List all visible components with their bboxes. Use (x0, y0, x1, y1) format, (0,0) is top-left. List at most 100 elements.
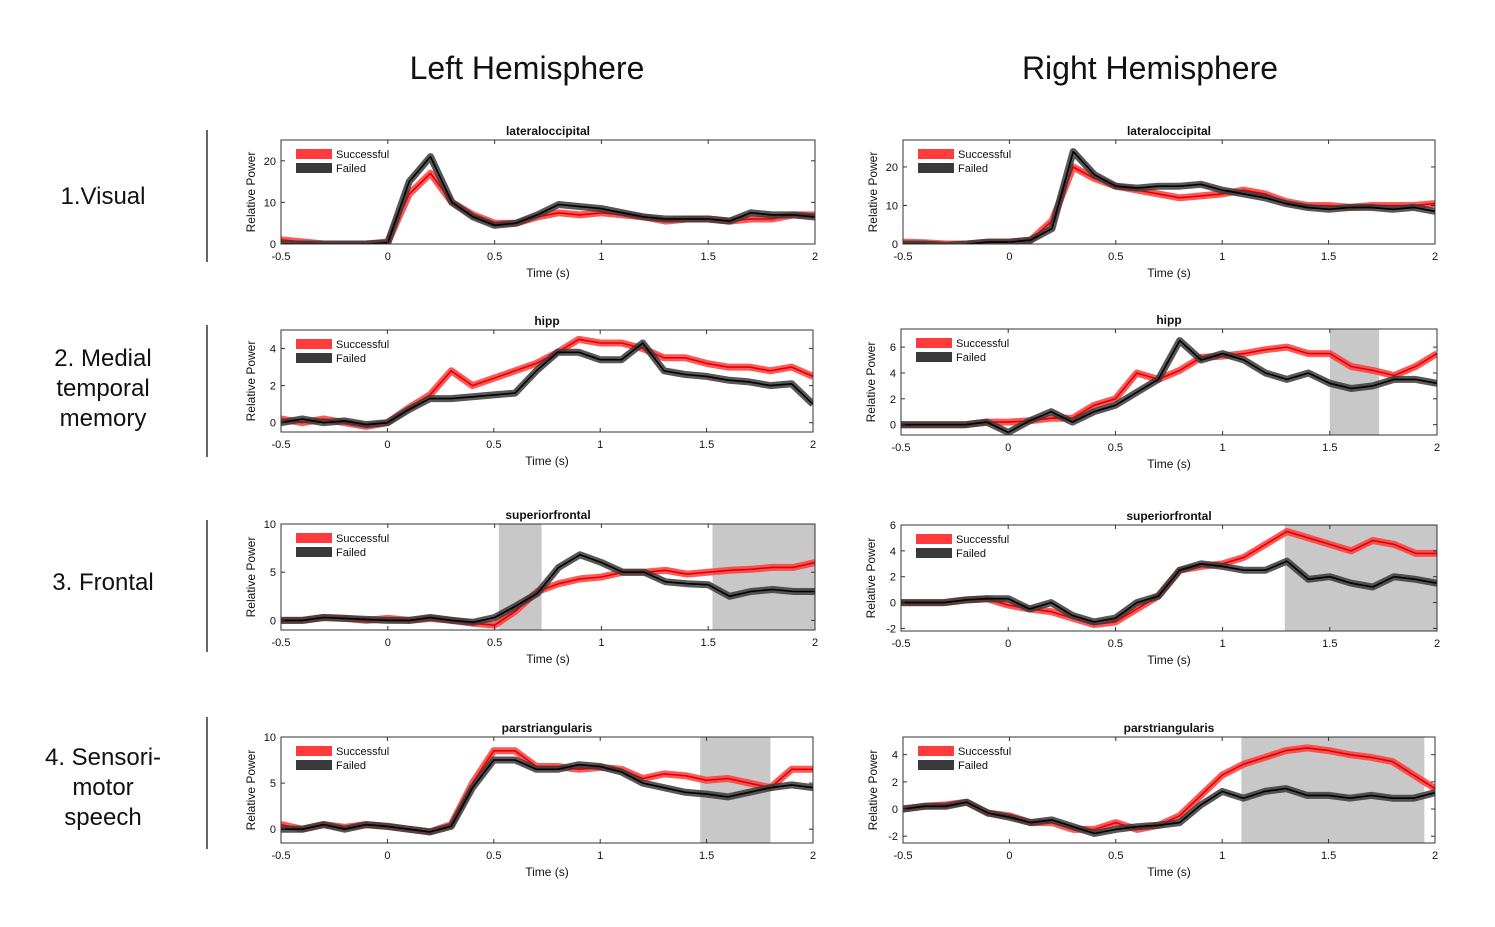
row-label-line: memory (60, 405, 147, 432)
legend: Successful Failed (916, 338, 1009, 364)
legend-swatch-successful (916, 338, 952, 348)
y-tick-label: 10 (264, 519, 276, 531)
legend-label-successful: Successful (958, 746, 1011, 758)
x-tick-label: -0.5 (892, 638, 911, 650)
y-tick-label: 0 (892, 804, 898, 816)
panel-superiorfrontal-right: -0.5 0 0.5 1 1.5 2 -2 0 2 4 6 superiorfrontal Time (… (864, 509, 1440, 667)
series-group (281, 747, 813, 836)
legend-label-successful: Successful (956, 534, 1009, 546)
x-tick-label: 0 (1005, 638, 1011, 650)
x-tick-label: 0.5 (1108, 850, 1123, 862)
legend-swatch-failed (916, 548, 952, 558)
x-tick-label: 1.5 (699, 850, 714, 862)
y-tick-label: 6 (890, 342, 896, 354)
y-tick-label: 5 (270, 778, 276, 790)
panel-title: superiorfrontal (505, 508, 590, 522)
y-tick-label: 0 (270, 239, 276, 251)
x-tick-label: 2 (1434, 442, 1440, 454)
y-axis-label: Relative Power (244, 750, 258, 831)
x-axis-label: Time (s) (526, 652, 570, 666)
x-tick-label: 1 (598, 251, 604, 263)
legend-label-failed: Failed (336, 547, 366, 559)
panel-title: parstriangularis (1124, 721, 1215, 735)
x-tick-label: 0 (385, 637, 391, 649)
panel-parstriangularis-right: -0.5 0 0.5 1 1.5 2 -2 0 2 4 parstriangularis Time (… (866, 721, 1438, 879)
x-tick-label: 1 (1219, 251, 1225, 263)
y-tick-label: -2 (888, 831, 898, 843)
series-group (903, 148, 1435, 244)
y-tick-label: 4 (890, 546, 896, 558)
x-tick-label: 0.5 (1108, 251, 1123, 263)
y-tick-label: 10 (886, 200, 898, 212)
series-line-failed (903, 150, 1435, 244)
column-title-left: Left Hemisphere (410, 50, 645, 86)
column-title-right: Right Hemisphere (1022, 50, 1278, 86)
plot-area (903, 140, 1435, 244)
axes-frame (902, 736, 1436, 844)
y-axis-label: Relative Power (864, 538, 878, 619)
legend: Successful Failed (918, 149, 1011, 175)
x-tick-label: 2 (1432, 850, 1438, 862)
panel-hipp-left: -0.5 0 0.5 1 1.5 2 0 2 4 hipp Time (s) Relative Pow… (244, 314, 816, 468)
x-tick-label: 1.5 (1321, 251, 1336, 263)
y-tick-label: 20 (886, 162, 898, 174)
y-tick-label: -2 (886, 623, 896, 635)
row-label-line: 2. Medial (54, 345, 151, 372)
row-label-line: 4. Sensori- (45, 744, 161, 771)
y-tick-label: 6 (890, 520, 896, 532)
x-tick-label: 2 (810, 850, 816, 862)
significance-shading (712, 524, 815, 630)
legend-swatch-successful (296, 746, 332, 756)
panel-title: lateraloccipital (1127, 124, 1211, 138)
x-tick-label: 1.5 (1322, 638, 1337, 650)
legend-label-successful: Successful (336, 533, 389, 545)
x-tick-label: 1 (597, 439, 603, 451)
row-label-line: 1.Visual (61, 183, 146, 210)
y-tick-label: 0 (890, 420, 896, 432)
legend-swatch-failed (916, 352, 952, 362)
axes-frame (280, 329, 814, 433)
series-group (901, 337, 1437, 435)
x-axis-label: Time (s) (1147, 653, 1191, 667)
y-tick-label: 5 (270, 567, 276, 579)
x-tick-label: 0.5 (487, 637, 502, 649)
y-axis-label: Relative Power (866, 152, 880, 233)
x-tick-label: 2 (1434, 638, 1440, 650)
legend-swatch-failed (296, 547, 332, 557)
series-line-failed (281, 342, 813, 426)
series-line-failed (901, 560, 1437, 623)
x-axis-label: Time (s) (1147, 457, 1191, 471)
y-axis-label: Relative Power (864, 342, 878, 423)
series-group (281, 335, 813, 430)
row-label-line: speech (64, 804, 141, 831)
x-tick-label: -0.5 (894, 850, 913, 862)
y-tick-label: 0 (890, 598, 896, 610)
legend-label-failed: Failed (956, 548, 986, 560)
x-axis-label: Time (s) (525, 865, 569, 879)
x-axis-label: Time (s) (1147, 266, 1191, 280)
y-tick-label: 2 (890, 572, 896, 584)
x-tick-label: -0.5 (272, 850, 291, 862)
y-tick-label: 2 (892, 777, 898, 789)
legend-swatch-failed (296, 163, 332, 173)
x-tick-label: 0 (384, 439, 390, 451)
y-tick-label: 2 (270, 381, 276, 393)
legend-label-failed: Failed (336, 760, 366, 772)
legend-label-successful: Successful (336, 339, 389, 351)
axes-frame (280, 139, 816, 245)
y-tick-label: 10 (264, 197, 276, 209)
series-group (901, 528, 1437, 628)
x-tick-label: 0 (384, 850, 390, 862)
x-axis-label: Time (s) (1147, 865, 1191, 879)
x-tick-label: 0 (1006, 850, 1012, 862)
legend-swatch-successful (918, 746, 954, 756)
legend-swatch-successful (916, 534, 952, 544)
legend: Successful Failed (296, 746, 389, 772)
panel-title: hipp (1156, 313, 1181, 327)
x-tick-label: 1 (1219, 850, 1225, 862)
x-tick-label: 0 (1005, 442, 1011, 454)
legend-swatch-failed (918, 163, 954, 173)
y-axis-label: Relative Power (244, 341, 258, 422)
series-line-failed (901, 339, 1437, 434)
